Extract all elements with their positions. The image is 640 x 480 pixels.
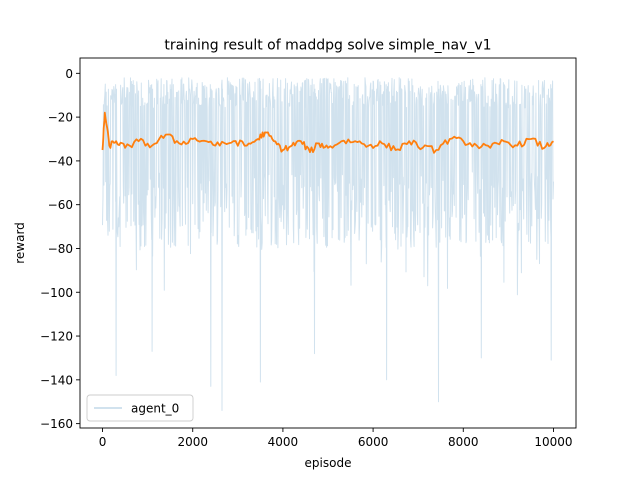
x-tick-label: 2000 [177, 435, 208, 449]
x-tick-label: 4000 [268, 435, 299, 449]
y-tick-label: −140 [40, 373, 73, 387]
y-axis: 0 −20 −40 −60 −80 −100 −120 −140 −160 [40, 67, 80, 431]
y-tick-label: −60 [48, 198, 73, 212]
y-tick-label: −100 [40, 286, 73, 300]
x-tick-label: 10000 [534, 435, 572, 449]
y-tick-label: −160 [40, 417, 73, 431]
x-axis: 0 2000 4000 6000 8000 10000 [99, 428, 573, 449]
y-axis-label: reward [13, 222, 27, 264]
legend-box [86, 394, 194, 422]
y-tick-label: −80 [48, 242, 73, 256]
y-tick-label: −120 [40, 330, 73, 344]
axes-frame [79, 57, 577, 429]
x-tick-label: 0 [99, 435, 107, 449]
x-tick-label: 8000 [448, 435, 479, 449]
series-smoothed [101, 111, 554, 154]
x-axis-label: episode [305, 456, 352, 470]
legend-label: agent_0 [131, 402, 179, 416]
y-tick-label: −40 [48, 154, 73, 168]
series-agent-0-raw [102, 77, 554, 411]
y-tick-label: 0 [65, 67, 73, 81]
y-tick-label: −20 [48, 111, 73, 125]
x-tick-label: 6000 [358, 435, 389, 449]
chart-title: training result of maddpg solve simple_n… [164, 38, 491, 54]
legend: agent_0 [86, 394, 194, 422]
